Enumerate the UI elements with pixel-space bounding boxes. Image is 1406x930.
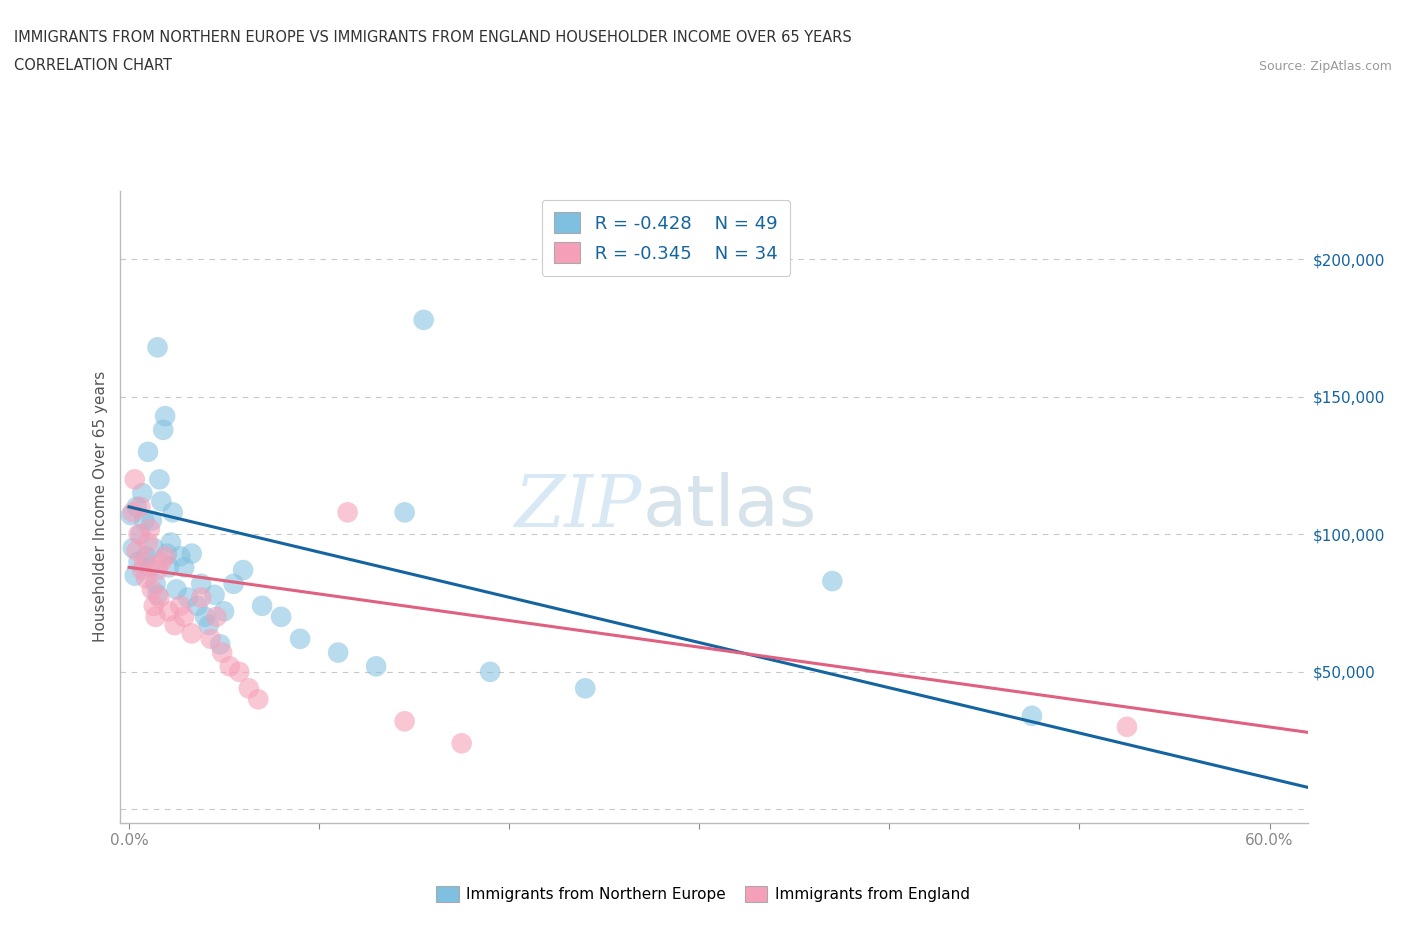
Point — [238, 681, 260, 696]
Point — [232, 563, 254, 578]
Point — [169, 598, 191, 613]
Point — [1116, 720, 1139, 735]
Point — [204, 588, 226, 603]
Point — [145, 609, 167, 624]
Point — [162, 505, 184, 520]
Point — [166, 582, 188, 597]
Point — [136, 445, 159, 459]
Point — [131, 485, 153, 500]
Point — [156, 546, 179, 561]
Text: Source: ZipAtlas.com: Source: ZipAtlas.com — [1258, 60, 1392, 73]
Point — [163, 618, 186, 632]
Point — [186, 598, 208, 613]
Point — [129, 527, 152, 542]
Point — [125, 499, 148, 514]
Point — [479, 664, 502, 679]
Point — [125, 543, 148, 558]
Point — [180, 546, 202, 561]
Point — [121, 505, 143, 520]
Point — [173, 560, 195, 575]
Point — [134, 513, 156, 528]
Point — [157, 604, 180, 618]
Point — [124, 568, 146, 583]
Point — [574, 681, 596, 696]
Point — [173, 609, 195, 624]
Point — [326, 645, 349, 660]
Point — [288, 631, 311, 646]
Point — [135, 549, 157, 564]
Point — [198, 618, 221, 632]
Point — [128, 527, 150, 542]
Text: CORRELATION CHART: CORRELATION CHART — [14, 58, 172, 73]
Point — [366, 658, 388, 673]
Point — [247, 692, 270, 707]
Point — [129, 499, 152, 514]
Point — [136, 535, 159, 550]
Point — [142, 598, 165, 613]
Point — [394, 714, 416, 729]
Point — [205, 609, 228, 624]
Point — [169, 549, 191, 564]
Legend:  R = -0.428    N = 49,  R = -0.345    N = 34: R = -0.428 N = 49, R = -0.345 N = 34 — [541, 200, 790, 275]
Point — [121, 540, 143, 555]
Point — [190, 591, 212, 605]
Point — [135, 571, 157, 586]
Point — [180, 626, 202, 641]
Point — [146, 588, 169, 603]
Point — [270, 609, 292, 624]
Point — [146, 563, 169, 578]
Text: atlas: atlas — [643, 472, 817, 541]
Point — [150, 554, 173, 569]
Point — [160, 535, 183, 550]
Point — [194, 609, 217, 624]
Legend: Immigrants from Northern Europe, Immigrants from England: Immigrants from Northern Europe, Immigra… — [430, 880, 976, 909]
Text: ZIP: ZIP — [515, 472, 643, 542]
Point — [200, 631, 222, 646]
Point — [146, 340, 169, 355]
Point — [142, 540, 165, 555]
Point — [153, 408, 176, 423]
Point — [128, 554, 150, 569]
Point — [228, 664, 250, 679]
Text: IMMIGRANTS FROM NORTHERN EUROPE VS IMMIGRANTS FROM ENGLAND HOUSEHOLDER INCOME OV: IMMIGRANTS FROM NORTHERN EUROPE VS IMMIG… — [14, 30, 852, 45]
Point — [141, 513, 163, 528]
Point — [150, 494, 173, 509]
Y-axis label: Householder Income Over 65 years: Householder Income Over 65 years — [93, 371, 108, 643]
Point — [157, 560, 180, 575]
Point — [1021, 709, 1043, 724]
Point — [124, 472, 146, 486]
Point — [412, 312, 434, 327]
Point — [177, 591, 200, 605]
Point — [145, 577, 167, 591]
Point — [148, 591, 170, 605]
Point — [139, 522, 162, 537]
Point — [153, 549, 176, 564]
Point — [148, 472, 170, 486]
Point — [222, 577, 245, 591]
Point — [152, 422, 174, 437]
Point — [394, 505, 416, 520]
Point — [212, 604, 235, 618]
Point — [190, 577, 212, 591]
Point — [141, 582, 163, 597]
Point — [450, 736, 472, 751]
Point — [120, 508, 142, 523]
Point — [134, 554, 156, 569]
Point — [131, 563, 153, 578]
Point — [209, 637, 232, 652]
Point — [336, 505, 359, 520]
Point — [139, 560, 162, 575]
Point — [250, 598, 273, 613]
Point — [218, 658, 240, 673]
Point — [211, 645, 233, 660]
Point — [821, 574, 844, 589]
